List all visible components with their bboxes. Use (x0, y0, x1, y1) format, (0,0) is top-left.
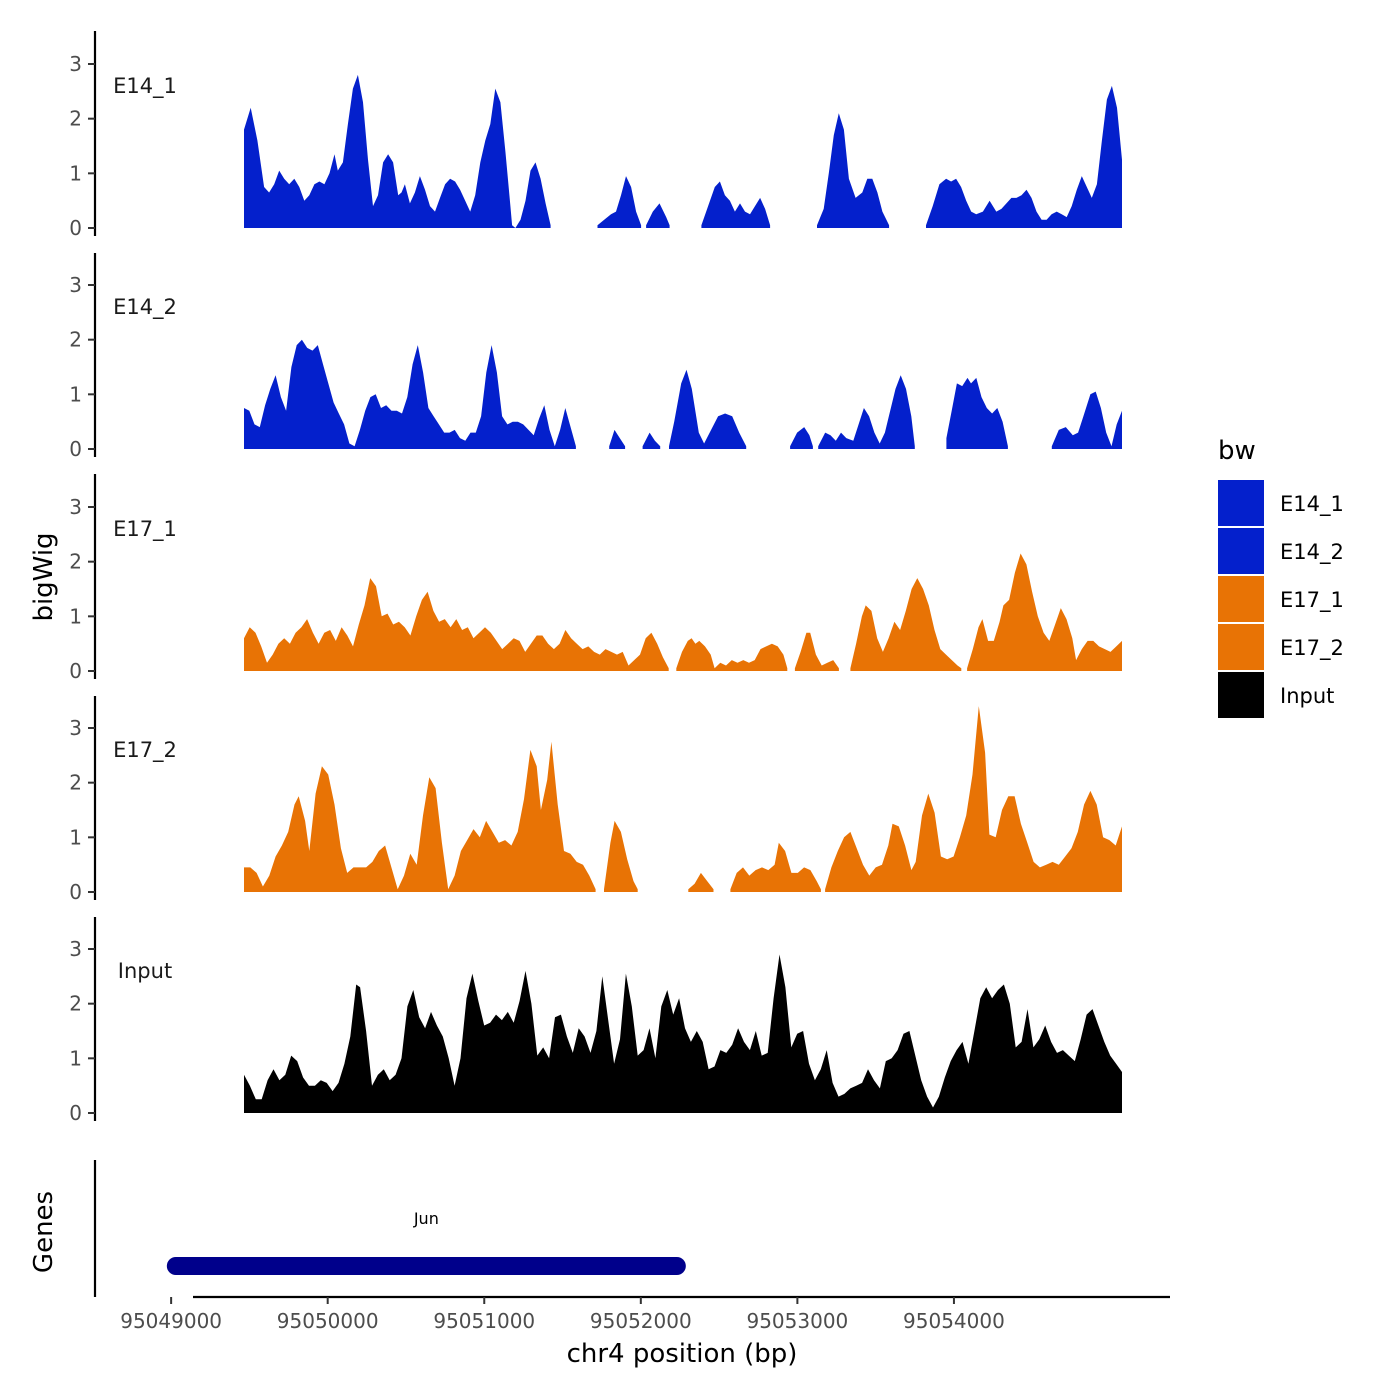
legend-swatch-Input (1218, 672, 1264, 718)
track-E14_1: 0 1 2 3 E14_1 (69, 31, 1122, 240)
track-Input: 0 1 2 3 Input (69, 917, 1122, 1125)
y-tick-label: 3 (69, 495, 82, 519)
y-tick-label: 2 (69, 771, 82, 795)
y-tick-label: 1 (69, 1046, 82, 1070)
y-tick-label: 3 (69, 273, 82, 297)
area-E14_2 (244, 339, 1122, 449)
genes-axis-title: Genes (29, 1191, 59, 1273)
track-label-E14_2: E14_2 (113, 295, 177, 320)
track-label-E17_1: E17_1 (113, 517, 177, 542)
y-tick-label: 2 (69, 550, 82, 574)
y-tick-label: 0 (69, 880, 82, 904)
area-E17_1 (244, 553, 1122, 671)
legend-swatch-E14_1 (1218, 480, 1264, 526)
area-E17_2 (244, 706, 1122, 892)
x-tick-label: 95053000 (746, 1309, 848, 1333)
y-tick-label: 1 (69, 382, 82, 406)
legend: bw E14_1 E14_2 E17_1 E17_2 Input (1218, 436, 1344, 718)
bigwig-tracks: 0 1 2 3 E14_1 0 1 2 3 E14_2 0 1 2 3 E17_1 0 1 2 3 E17_2 0 1 2 3… (69, 31, 1122, 1125)
y-tick-label: 2 (69, 992, 82, 1016)
legend-label-E17_1: E17_1 (1280, 588, 1344, 613)
y-tick-label: 0 (69, 437, 82, 461)
y-tick-label: 1 (69, 825, 82, 849)
x-axis-title: chr4 position (bp) (567, 1339, 798, 1369)
x-tick-label: 95049000 (120, 1309, 222, 1333)
legend-swatch-E14_2 (1218, 528, 1264, 574)
area-E14_1 (244, 74, 1122, 229)
track-E17_1: 0 1 2 3 E17_1 (69, 474, 1122, 683)
x-tick-label: 95054000 (903, 1309, 1005, 1333)
x-axis: 95049000 95050000 95051000 95052000 95053000… (120, 1295, 1170, 1333)
track-label-E17_2: E17_2 (113, 738, 177, 763)
legend-label-E14_1: E14_1 (1280, 492, 1344, 517)
track-E17_2: 0 1 2 3 E17_2 (69, 696, 1122, 904)
y-tick-label: 1 (69, 161, 82, 185)
track-label-Input: Input (118, 959, 172, 983)
x-tick-label: 95050000 (277, 1309, 379, 1333)
legend-label-Input: Input (1280, 684, 1334, 708)
legend-title: bw (1218, 436, 1256, 466)
y-tick-label: 1 (69, 604, 82, 628)
x-tick-label: 95052000 (590, 1309, 692, 1333)
y-tick-label: 0 (69, 659, 82, 683)
y-tick-label: 2 (69, 328, 82, 352)
y-tick-label: 3 (69, 52, 82, 76)
x-tick-label: 95051000 (433, 1309, 535, 1333)
gene-label: Jun (413, 1209, 439, 1228)
y-tick-label: 0 (69, 1101, 82, 1125)
y-tick-label: 3 (69, 716, 82, 740)
y-axis-title: bigWig (29, 532, 59, 621)
legend-swatch-E17_2 (1218, 624, 1264, 670)
legend-label-E14_2: E14_2 (1280, 540, 1344, 565)
track-E14_2: 0 1 2 3 E14_2 (69, 253, 1122, 461)
track-label-E14_1: E14_1 (113, 74, 177, 99)
legend-swatch-E17_1 (1218, 576, 1264, 622)
y-tick-label: 0 (69, 216, 82, 240)
y-tick-label: 3 (69, 937, 82, 961)
area-Input (244, 954, 1122, 1113)
gene-panel: Jun (93, 1160, 686, 1297)
legend-label-E17_2: E17_2 (1280, 636, 1344, 661)
y-tick-label: 2 (69, 107, 82, 131)
